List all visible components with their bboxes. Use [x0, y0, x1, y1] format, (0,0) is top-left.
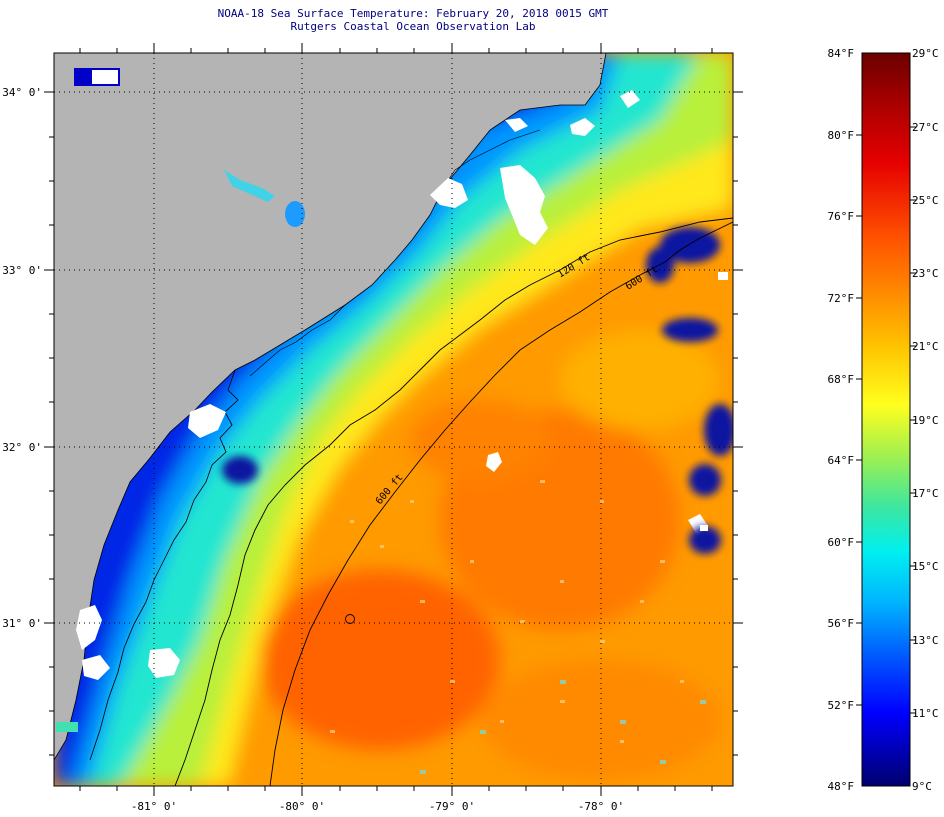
cb-c-29: 29°C [912, 47, 939, 60]
colorbar [861, 52, 911, 787]
lon-label-80: -80° 0' [279, 800, 325, 813]
lat-label-32: 32° 0' [2, 441, 42, 454]
cb-f-76: 76°F [828, 210, 855, 223]
cb-c-17: 17°C [912, 487, 939, 500]
colorbar-ticks [856, 126, 916, 714]
sst-image [54, 53, 733, 786]
lon-label-81: -81° 0' [131, 800, 177, 813]
map-frame [53, 52, 734, 787]
cb-c-11: 11°C [912, 707, 939, 720]
cb-f-56: 56°F [828, 617, 855, 630]
cb-f-52: 52°F [828, 699, 855, 712]
cb-c-13: 13°C [912, 634, 939, 647]
title-line-1: NOAA-18 Sea Surface Temperature: Februar… [217, 7, 609, 20]
cb-f-80: 80°F [828, 129, 855, 142]
lon-label-78: -78° 0' [578, 800, 624, 813]
cb-f-60: 60°F [828, 536, 855, 549]
cb-c-27: 27°C [912, 121, 939, 134]
cb-c-15: 15°C [912, 560, 939, 573]
lat-label-34: 34° 0' [2, 86, 42, 99]
isobath-600ft [269, 221, 733, 786]
cb-c-25: 25°C [912, 194, 939, 207]
title-line-2: Rutgers Coastal Ocean Observation Lab [290, 20, 536, 33]
cb-c-21: 21°C [912, 340, 939, 353]
lon-label-79: -79° 0' [429, 800, 475, 813]
cb-c-9: 9°C [912, 780, 932, 793]
graticule [54, 53, 733, 786]
cb-c-19: 19°C [912, 414, 939, 427]
cb-f-84: 84°F [828, 47, 855, 60]
cb-f-64: 64°F [828, 454, 855, 467]
map-ticks [44, 43, 743, 796]
isobath-120ft [174, 217, 733, 786]
lat-label-31: 31° 0' [2, 617, 42, 630]
cb-f-68: 68°F [828, 373, 855, 386]
lat-label-33: 33° 0' [2, 264, 42, 277]
cb-f-48: 48°F [828, 780, 855, 793]
cb-c-23: 23°C [912, 267, 939, 280]
cb-f-72: 72°F [828, 292, 855, 305]
